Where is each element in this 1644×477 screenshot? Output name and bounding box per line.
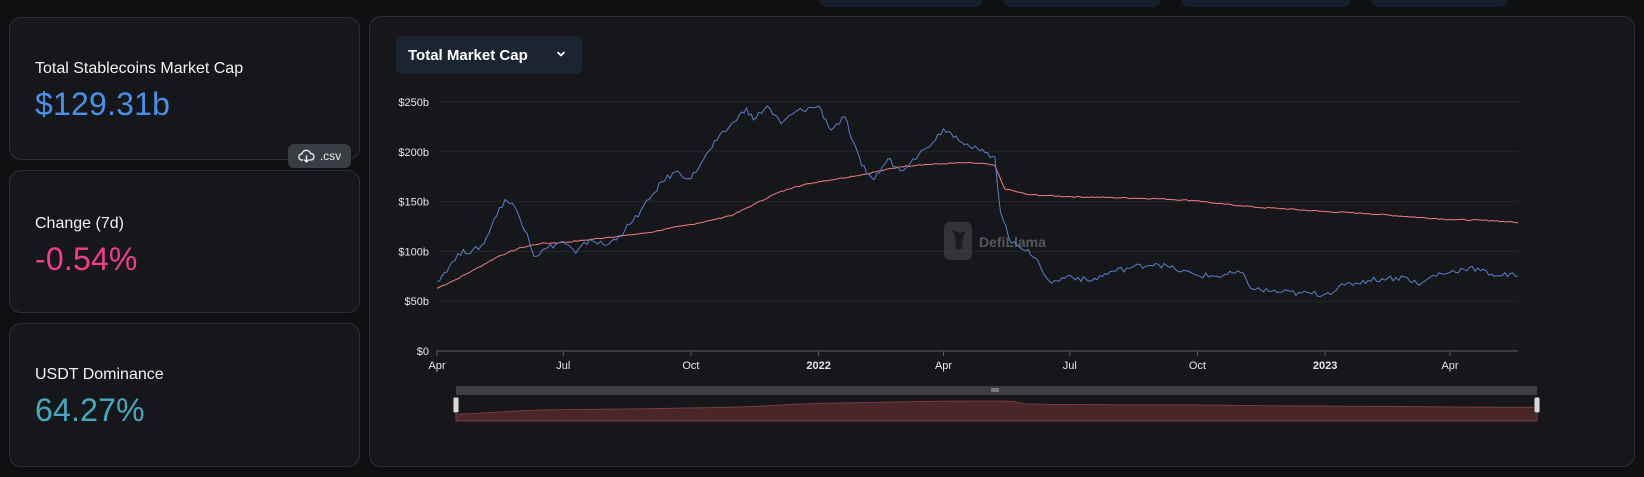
- x-tick-label: Apr: [1441, 360, 1458, 372]
- x-tick-label: 2023: [1313, 360, 1337, 372]
- defillama-watermark: DefiLlama: [944, 222, 1046, 260]
- y-tick-label: $0: [417, 346, 429, 358]
- top-tab-3[interactable]: [1181, 0, 1351, 7]
- change-value: -0.54%: [35, 241, 138, 277]
- market-cap-label: Total Stablecoins Market Cap: [35, 60, 244, 77]
- y-tick-label: $250b: [398, 97, 429, 109]
- watermark-text: DefiLlama: [979, 234, 1046, 250]
- csv-label: .csv: [319, 149, 342, 163]
- market-cap-value: $129.31b: [35, 86, 171, 122]
- llama-icon: [952, 230, 966, 249]
- metric-select-label: Total Market Cap: [408, 46, 528, 64]
- chevron-down-icon: [557, 51, 565, 57]
- grid-lines: [437, 101, 1518, 352]
- y-axis-ticks: $0 $50b $100b $150b $200b $250b: [398, 97, 429, 358]
- brush-preview-area: [455, 400, 1538, 422]
- y-tick-label: $200b: [398, 147, 429, 159]
- dominance-label: USDT Dominance: [35, 366, 164, 383]
- download-csv-button[interactable]: .csv: [288, 144, 351, 168]
- change-card: Change (7d) -0.54%: [9, 170, 360, 313]
- y-tick-label: $100b: [398, 246, 429, 258]
- x-tick-label: Oct: [682, 360, 699, 372]
- x-tick-label: Apr: [935, 360, 952, 372]
- x-tick-label: Apr: [428, 360, 445, 372]
- change-label: Change (7d): [35, 215, 124, 232]
- x-axis-ticks: Apr Jul Oct 2022 Apr Jul Oct 2023 Apr: [428, 351, 1459, 372]
- chart-panel: Total Market Cap $0 $50b $100b $150b $200b $2…: [369, 16, 1635, 467]
- x-tick-label: Jul: [1063, 360, 1077, 372]
- brush-grip-icon[interactable]: [991, 388, 999, 392]
- range-brush[interactable]: [452, 386, 1541, 422]
- cloud-download-icon: [298, 149, 315, 163]
- dominance-card: USDT Dominance 64.27%: [9, 323, 360, 467]
- brush-handle-right[interactable]: [1533, 396, 1541, 414]
- brush-handle-left[interactable]: [452, 396, 460, 414]
- y-tick-label: $50b: [405, 296, 429, 308]
- market-cap-chart[interactable]: $0 $50b $100b $150b $200b $250b Apr Jul Oct 2022…: [370, 17, 1634, 466]
- market-cap-card: Total Stablecoins Market Cap $129.31b .c…: [9, 17, 360, 168]
- x-tick-label: Jul: [556, 360, 570, 372]
- top-tab-2[interactable]: [1003, 0, 1161, 7]
- dominance-value: 64.27%: [35, 392, 145, 428]
- top-tab-4[interactable]: [1371, 0, 1508, 7]
- series-lines: [436, 105, 1519, 298]
- series-line-total: [436, 161, 1519, 289]
- x-tick-label: Oct: [1189, 360, 1206, 372]
- series-line-secondary: [436, 105, 1519, 298]
- metric-select[interactable]: Total Market Cap: [396, 36, 582, 74]
- y-tick-label: $150b: [398, 197, 429, 209]
- x-tick-label: 2022: [806, 360, 830, 372]
- top-tab-1[interactable]: [819, 0, 983, 7]
